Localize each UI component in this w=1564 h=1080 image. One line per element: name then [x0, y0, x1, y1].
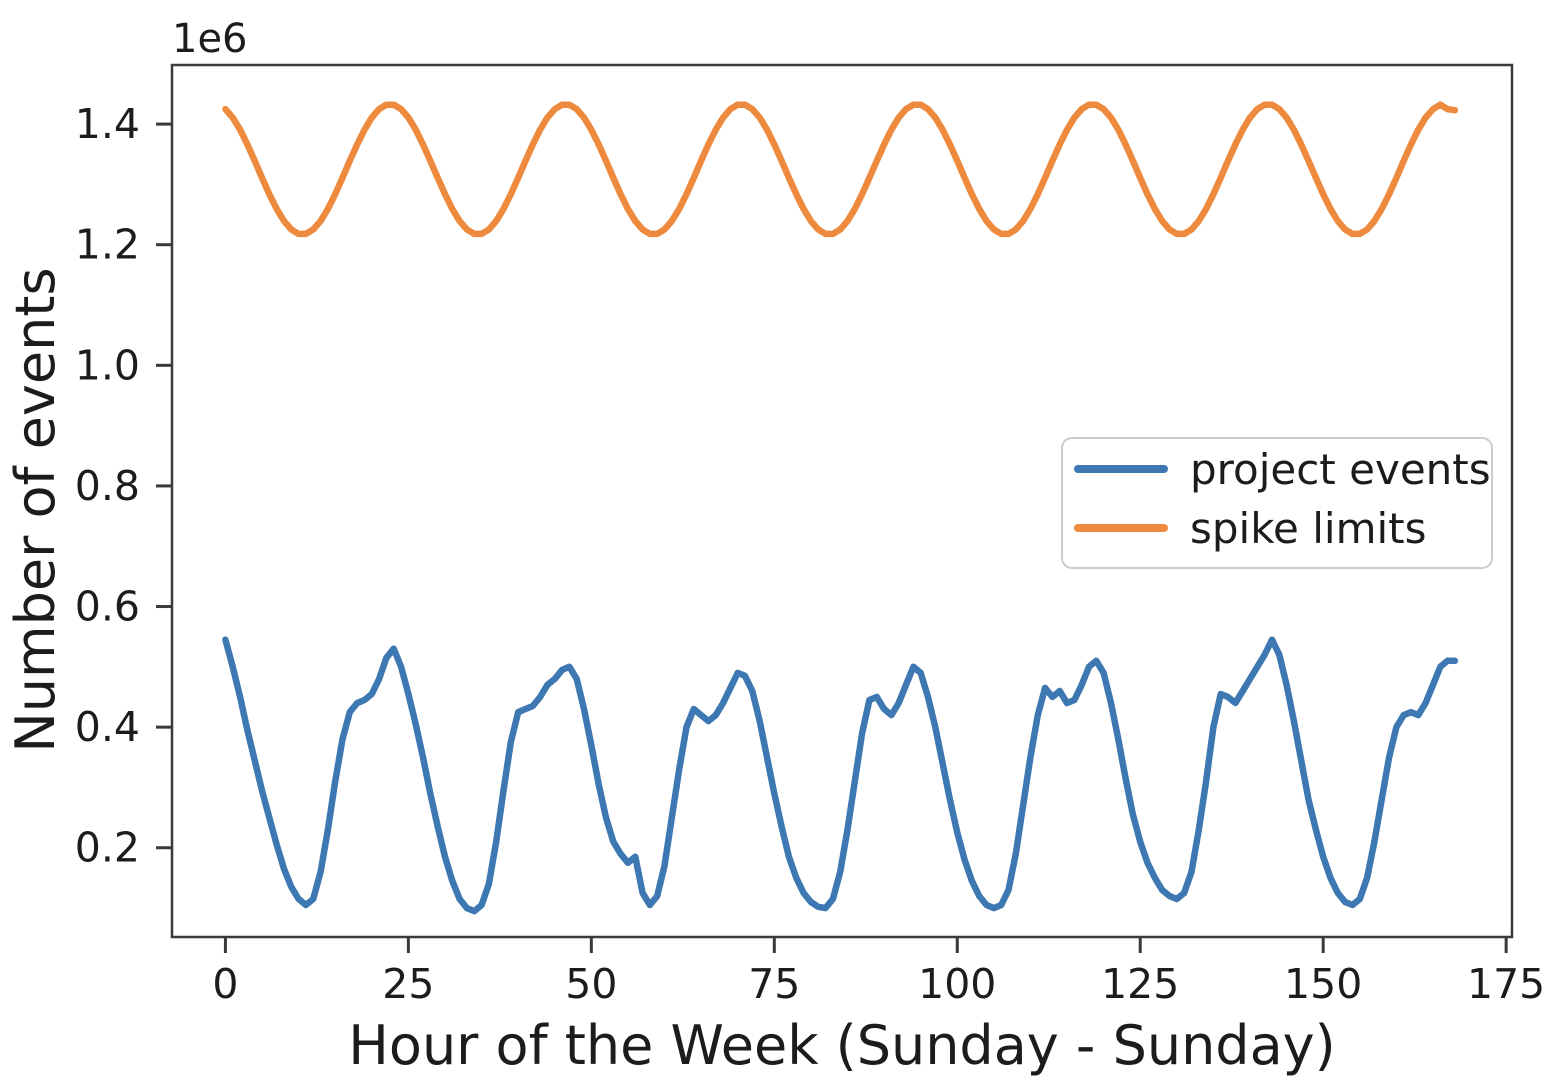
x-tick-label: 100	[918, 960, 996, 1008]
axis-ticks: 0 25 50 75 100 125 150 175 0.2 0.4 0.6 0.8 1.0 1.2 1.4	[75, 100, 1545, 1008]
legend-label-spike-limits: spike limits	[1190, 504, 1427, 553]
y-axis-offset-label: 1e6	[172, 16, 248, 62]
y-tick-label: 0.4	[75, 703, 140, 751]
y-tick-label: 0.6	[75, 583, 140, 631]
y-tick-label: 0.8	[75, 462, 140, 510]
x-axis-label: Hour of the Week (Sunday - Sunday)	[348, 1014, 1335, 1077]
legend: project events spike limits	[1061, 437, 1493, 569]
series-lines	[222, 101, 1459, 915]
x-tick-label: 175	[1467, 960, 1545, 1008]
x-tick-label: 75	[748, 960, 800, 1008]
x-tick-label: 125	[1101, 960, 1179, 1008]
y-axis-label: Number of events	[4, 267, 67, 752]
legend-box	[1061, 437, 1493, 569]
y-tick-label: 1.2	[75, 221, 140, 269]
x-tick-label: 0	[212, 960, 238, 1008]
x-tick-label: 50	[565, 960, 617, 1008]
legend-label-project-events: project events	[1190, 445, 1491, 494]
y-tick-label: 0.2	[75, 824, 140, 872]
x-tick-label: 150	[1284, 960, 1362, 1008]
series-line-project-events	[222, 636, 1459, 915]
x-tick-label: 25	[382, 960, 434, 1008]
y-tick-label: 1.4	[75, 100, 140, 148]
plot-border	[170, 63, 1514, 939]
y-tick-label: 1.0	[75, 341, 140, 389]
series-line-spike-limits	[222, 101, 1459, 238]
